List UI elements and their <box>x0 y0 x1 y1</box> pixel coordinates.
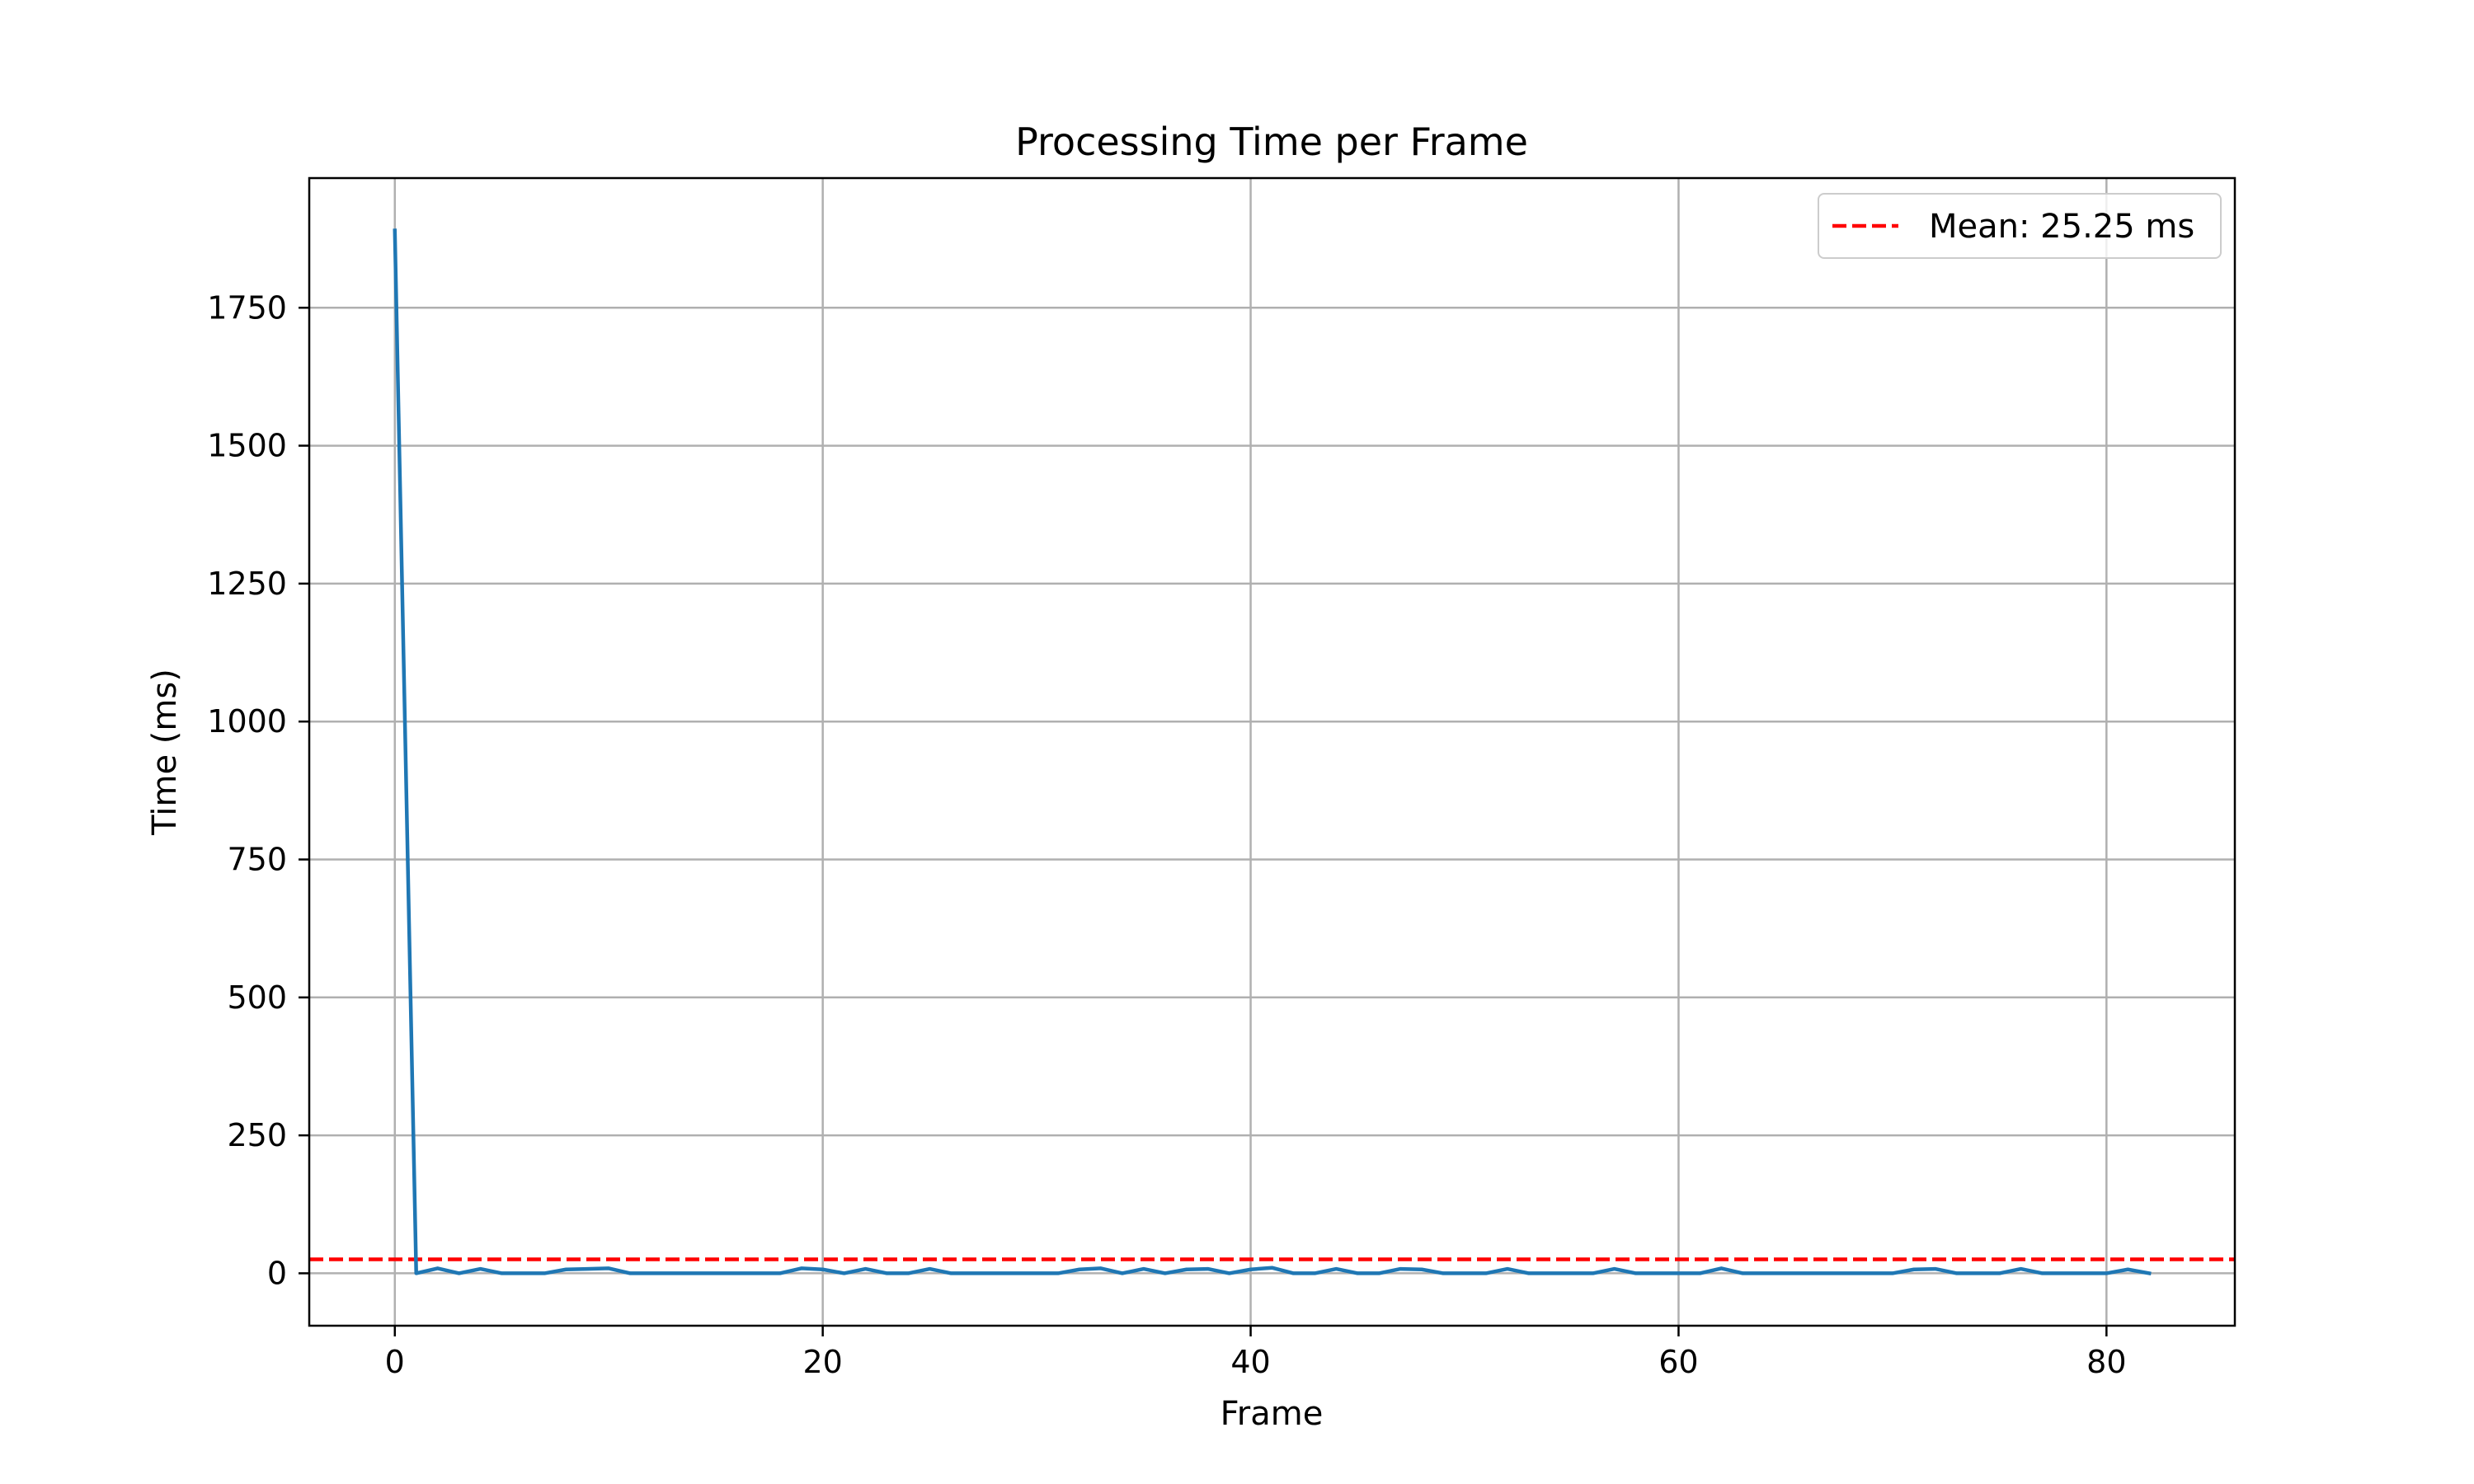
series-line <box>393 228 2152 1276</box>
legend-box <box>1818 193 2222 259</box>
y-tick-label: 1500 <box>207 428 287 464</box>
y-tick-label: 750 <box>227 842 287 878</box>
grid <box>309 178 2235 1326</box>
x-tick-label: 60 <box>1658 1344 1698 1380</box>
series-layer <box>393 228 2152 1276</box>
legend: Mean: 25.25 ms <box>1818 193 2222 259</box>
x-tick-label: 80 <box>2086 1344 2126 1380</box>
legend-mean-label: Mean: 25.25 ms <box>1929 208 2194 246</box>
y-tick-label: 250 <box>227 1117 287 1153</box>
y-tick-label: 1000 <box>207 703 287 740</box>
y-axis-label: Time (ms) <box>146 669 184 836</box>
x-axis-label: Frame <box>1221 1395 1324 1433</box>
y-tick-label: 1250 <box>207 566 287 602</box>
y-tick-label: 500 <box>227 979 287 1016</box>
axis-ticks: 0 20 40 60 80 0 250 500 750 1000 1250 1500 1750 <box>207 289 2126 1380</box>
x-tick-label: 20 <box>802 1344 842 1380</box>
x-tick-label: 40 <box>1230 1344 1270 1380</box>
y-tick-label: 1750 <box>207 289 287 326</box>
y-tick-label: 0 <box>267 1255 287 1291</box>
chart-title: Processing Time per Frame <box>1015 120 1528 164</box>
x-tick-label: 0 <box>385 1344 405 1380</box>
plot-frame <box>308 176 2236 1327</box>
